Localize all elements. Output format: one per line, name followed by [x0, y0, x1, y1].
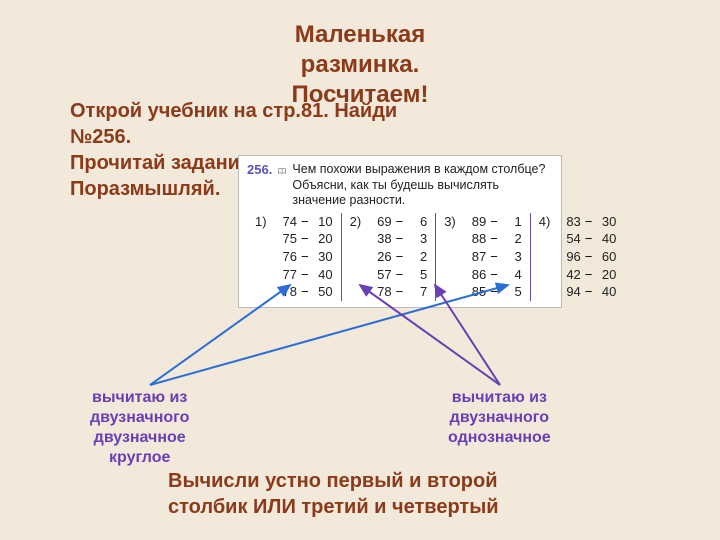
- task-row: 75−20: [255, 230, 333, 248]
- instr-line2: №256.: [70, 126, 131, 148]
- annot-r-1: вычитаю из: [452, 389, 547, 406]
- task-column: 2)69−638−326−257−578−7: [342, 213, 437, 301]
- task-column: 3)89−188−287−386−485−5: [436, 213, 531, 301]
- page-title: Маленькая разминка. Посчитаем!: [0, 20, 720, 110]
- instr-line1: Открой учебник на стр.81. Найди: [70, 100, 397, 122]
- bottom-l1: Вычисли устно первый и второй: [168, 470, 498, 492]
- task-number: 256.: [247, 162, 272, 209]
- instr-line3: Прочитай задание.: [70, 152, 257, 174]
- bottom-l2: столбик ИЛИ третий и четвертый: [168, 496, 499, 518]
- annot-r-2: двузначного: [450, 409, 549, 426]
- annotation-left: вычитаю из двузначного двузначное кругло…: [90, 388, 189, 468]
- annot-l-1: вычитаю из: [92, 389, 187, 406]
- task-row: 85−5: [444, 283, 522, 301]
- task-blurb: Чем похожи выражения в каждом столбце? О…: [292, 162, 553, 209]
- task-row: 76−30: [255, 248, 333, 266]
- task-row: 26−2: [350, 248, 428, 266]
- task-row: 3)89−1: [444, 213, 522, 231]
- task-box: 256. Чем похожи выражения в каждом столб…: [238, 155, 562, 308]
- task-row: 86−4: [444, 266, 522, 284]
- title-line2: разминка.: [301, 51, 420, 78]
- annot-l-4: круглое: [109, 449, 170, 466]
- task-column: 1)74−1075−2076−3077−4078−50: [247, 213, 342, 301]
- annot-l-3: двузначное: [94, 429, 186, 446]
- task-row: 38−3: [350, 230, 428, 248]
- annot-r-3: однозначное: [448, 429, 551, 446]
- instr-line4: Поразмышляй.: [70, 178, 220, 200]
- task-row: 42−20: [539, 266, 617, 284]
- book-icon: [278, 162, 286, 176]
- task-row: 57−5: [350, 266, 428, 284]
- annot-l-2: двузначного: [90, 409, 189, 426]
- task-row: 1)74−10: [255, 213, 333, 231]
- title-line1: Маленькая: [295, 21, 426, 48]
- task-row: 87−3: [444, 248, 522, 266]
- task-row: 2)69−6: [350, 213, 428, 231]
- task-row: 77−40: [255, 266, 333, 284]
- task-row: 54−40: [539, 230, 617, 248]
- annotation-right: вычитаю из двузначного однозначное: [448, 388, 551, 448]
- task-row: 78−7: [350, 283, 428, 301]
- task-row: 88−2: [444, 230, 522, 248]
- task-column: 4)83−3054−4096−6042−2094−40: [531, 213, 625, 301]
- task-row: 4)83−30: [539, 213, 617, 231]
- task-row: 94−40: [539, 283, 617, 301]
- task-columns: 1)74−1075−2076−3077−4078−502)69−638−326−…: [247, 213, 553, 301]
- task-row: 78−50: [255, 283, 333, 301]
- bottom-instruction: Вычисли устно первый и второй столбик ИЛ…: [168, 468, 499, 520]
- task-row: 96−60: [539, 248, 617, 266]
